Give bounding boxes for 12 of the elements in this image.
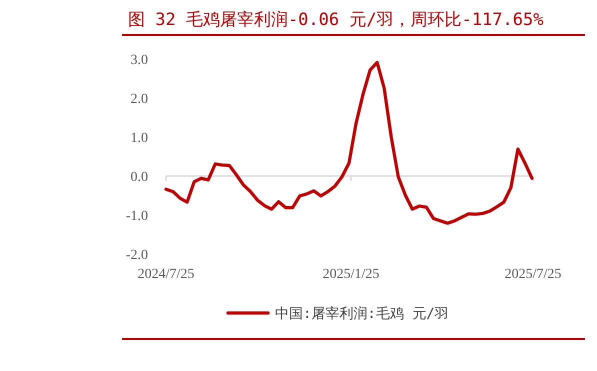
y-tick-label: 3.0 — [130, 53, 148, 68]
y-tick-label: -2.0 — [126, 248, 148, 263]
y-tick-label: 0.0 — [130, 170, 148, 185]
y-tick-label: 1.0 — [130, 131, 148, 146]
legend-label: 中国:屠宰利润:毛鸡 元/羽 — [275, 306, 449, 322]
chart-title: 图 32 毛鸡屠宰利润-0.06 元/羽，周环比-117.65% — [128, 10, 544, 30]
line-series — [164, 60, 534, 225]
x-tick-label: 2025/7/25 — [504, 267, 562, 282]
y-tick-label: -1.0 — [126, 209, 148, 224]
y-tick-label: 2.0 — [130, 92, 148, 107]
x-tick-label: 2024/7/25 — [138, 267, 194, 282]
x-tick-label: 2025/1/25 — [322, 267, 380, 282]
